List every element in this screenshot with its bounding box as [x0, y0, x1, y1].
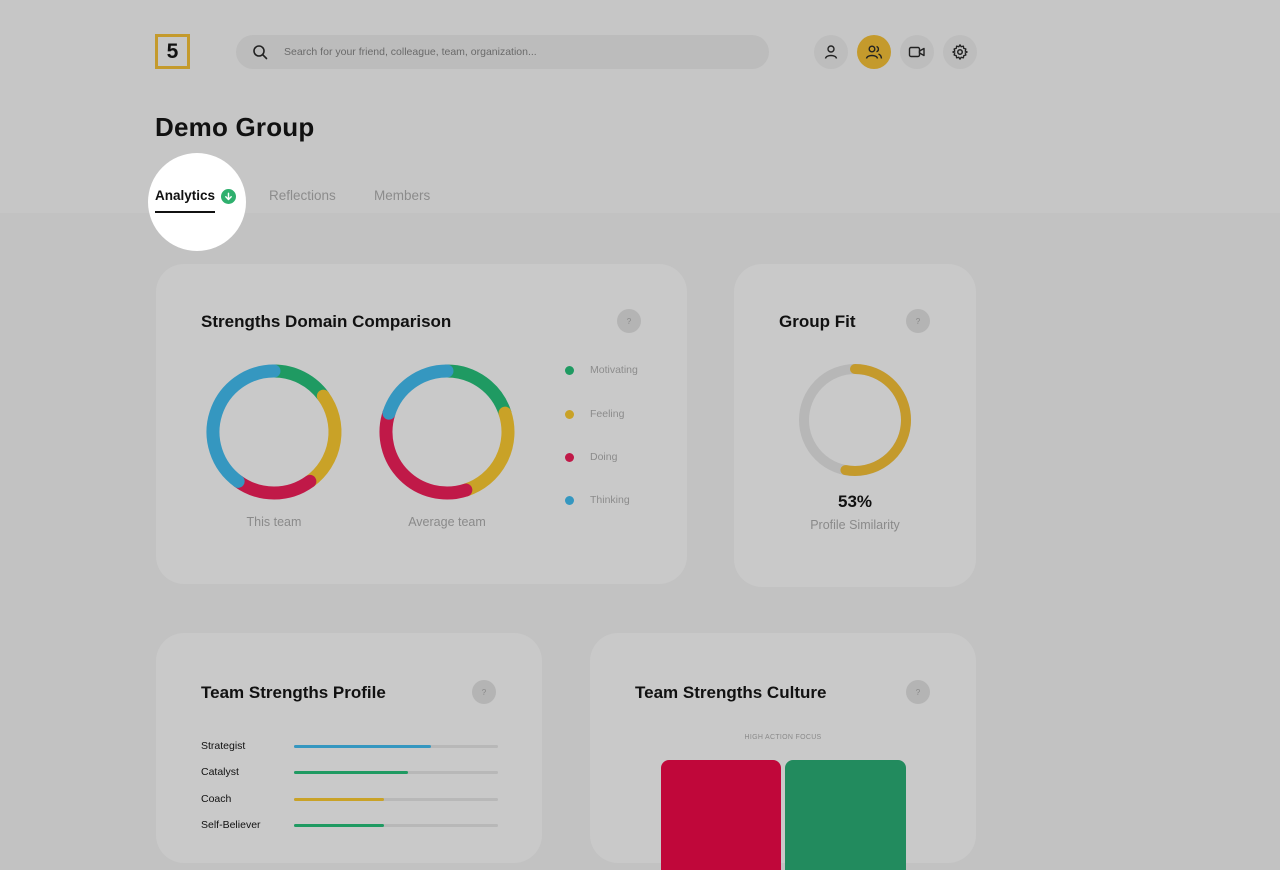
- search-icon: [253, 45, 268, 60]
- legend-dot-doing: [565, 453, 574, 462]
- donut-segment-feeling: [459, 406, 515, 497]
- logo[interactable]: 5: [155, 34, 190, 69]
- group-fit-card: Group Fit ? 53% Profile Similarity: [734, 264, 976, 587]
- culture-top-label: HIGH ACTION FOCUS: [744, 734, 822, 741]
- legend-dot-thinking: [565, 496, 574, 505]
- legend-dot-motivating: [565, 366, 574, 375]
- donut-segment-motivating: [440, 364, 512, 420]
- help-button[interactable]: ?: [906, 680, 930, 704]
- card-title: Group Fit: [779, 312, 856, 331]
- culture-quadrant-top-left: [661, 760, 781, 870]
- tab-reflections[interactable]: Reflections: [269, 188, 336, 203]
- bar-fill-strategist: [294, 745, 431, 748]
- search-bar[interactable]: [236, 35, 769, 69]
- bar-track: [294, 771, 498, 774]
- arrow-down-icon: [225, 192, 232, 201]
- bar-label-coach: Coach: [201, 793, 232, 805]
- legend-thinking: Thinking: [590, 494, 630, 506]
- legend-feeling: Feeling: [590, 408, 625, 420]
- help-button[interactable]: ?: [617, 309, 641, 333]
- donut-segment-doing: [379, 406, 473, 500]
- search-input[interactable]: [284, 35, 754, 69]
- legend-doing: Doing: [590, 451, 618, 463]
- donut-caption-average-team: Average team: [408, 515, 486, 529]
- help-button[interactable]: ?: [906, 309, 930, 333]
- ring-progress: [840, 364, 911, 476]
- card-title: Strengths Domain Comparison: [201, 312, 452, 331]
- donut-average-team: [379, 364, 515, 500]
- donut-segment-thinking: [206, 364, 281, 488]
- domain-comparison-card: Strengths Domain Comparison ? This team …: [156, 264, 687, 584]
- video-button[interactable]: [900, 35, 934, 69]
- group-fit-value: 53%: [837, 492, 873, 511]
- group-fit-caption: Profile Similarity: [810, 518, 900, 532]
- donut-segment-doing: [231, 474, 317, 500]
- donut-segment-feeling: [303, 389, 342, 488]
- culture-quadrant-top-right: [785, 760, 906, 870]
- legend-dot-feeling: [565, 410, 574, 419]
- card-title: Team Strengths Culture: [635, 683, 827, 702]
- profile-button[interactable]: [814, 35, 848, 69]
- strengths-culture-card: Team Strengths Culture ? HIGH ACTION FOC…: [590, 633, 976, 870]
- video-icon: [908, 46, 925, 58]
- bar-fill-catalyst: [294, 771, 409, 774]
- bar-track: [294, 798, 498, 801]
- user-icon: [824, 45, 838, 59]
- bar-fill-self-believer: [294, 824, 384, 827]
- donut-segment-motivating: [267, 364, 330, 403]
- bar-label-strategist: Strategist: [201, 740, 246, 752]
- group-icon: [865, 45, 883, 59]
- bar-fill-coach: [294, 798, 384, 801]
- donut-caption-this-team: This team: [246, 515, 302, 529]
- bar-label-self-believer: Self-Believer: [201, 819, 261, 831]
- bar-track: [294, 824, 498, 827]
- donut-this-team: [206, 364, 342, 500]
- tab-analytics[interactable]: Analytics: [155, 188, 216, 203]
- gear-icon: [952, 44, 968, 60]
- bar-track: [294, 745, 498, 748]
- group-fit-ring: [799, 364, 911, 476]
- donut-segment-thinking: [382, 364, 454, 420]
- help-button[interactable]: ?: [472, 680, 496, 704]
- card-title: Team Strengths Profile: [201, 683, 386, 702]
- settings-button[interactable]: [943, 35, 977, 69]
- tab-members[interactable]: Members: [374, 188, 431, 203]
- bar-label-catalyst: Catalyst: [201, 766, 239, 778]
- download-badge[interactable]: [221, 189, 236, 204]
- tab-underline: [155, 211, 215, 213]
- page-title: Demo Group: [155, 112, 315, 142]
- groups-button[interactable]: [857, 35, 891, 69]
- legend-motivating: Motivating: [590, 364, 638, 376]
- strengths-profile-card: Team Strengths Profile ? Strategist Cata…: [156, 633, 542, 863]
